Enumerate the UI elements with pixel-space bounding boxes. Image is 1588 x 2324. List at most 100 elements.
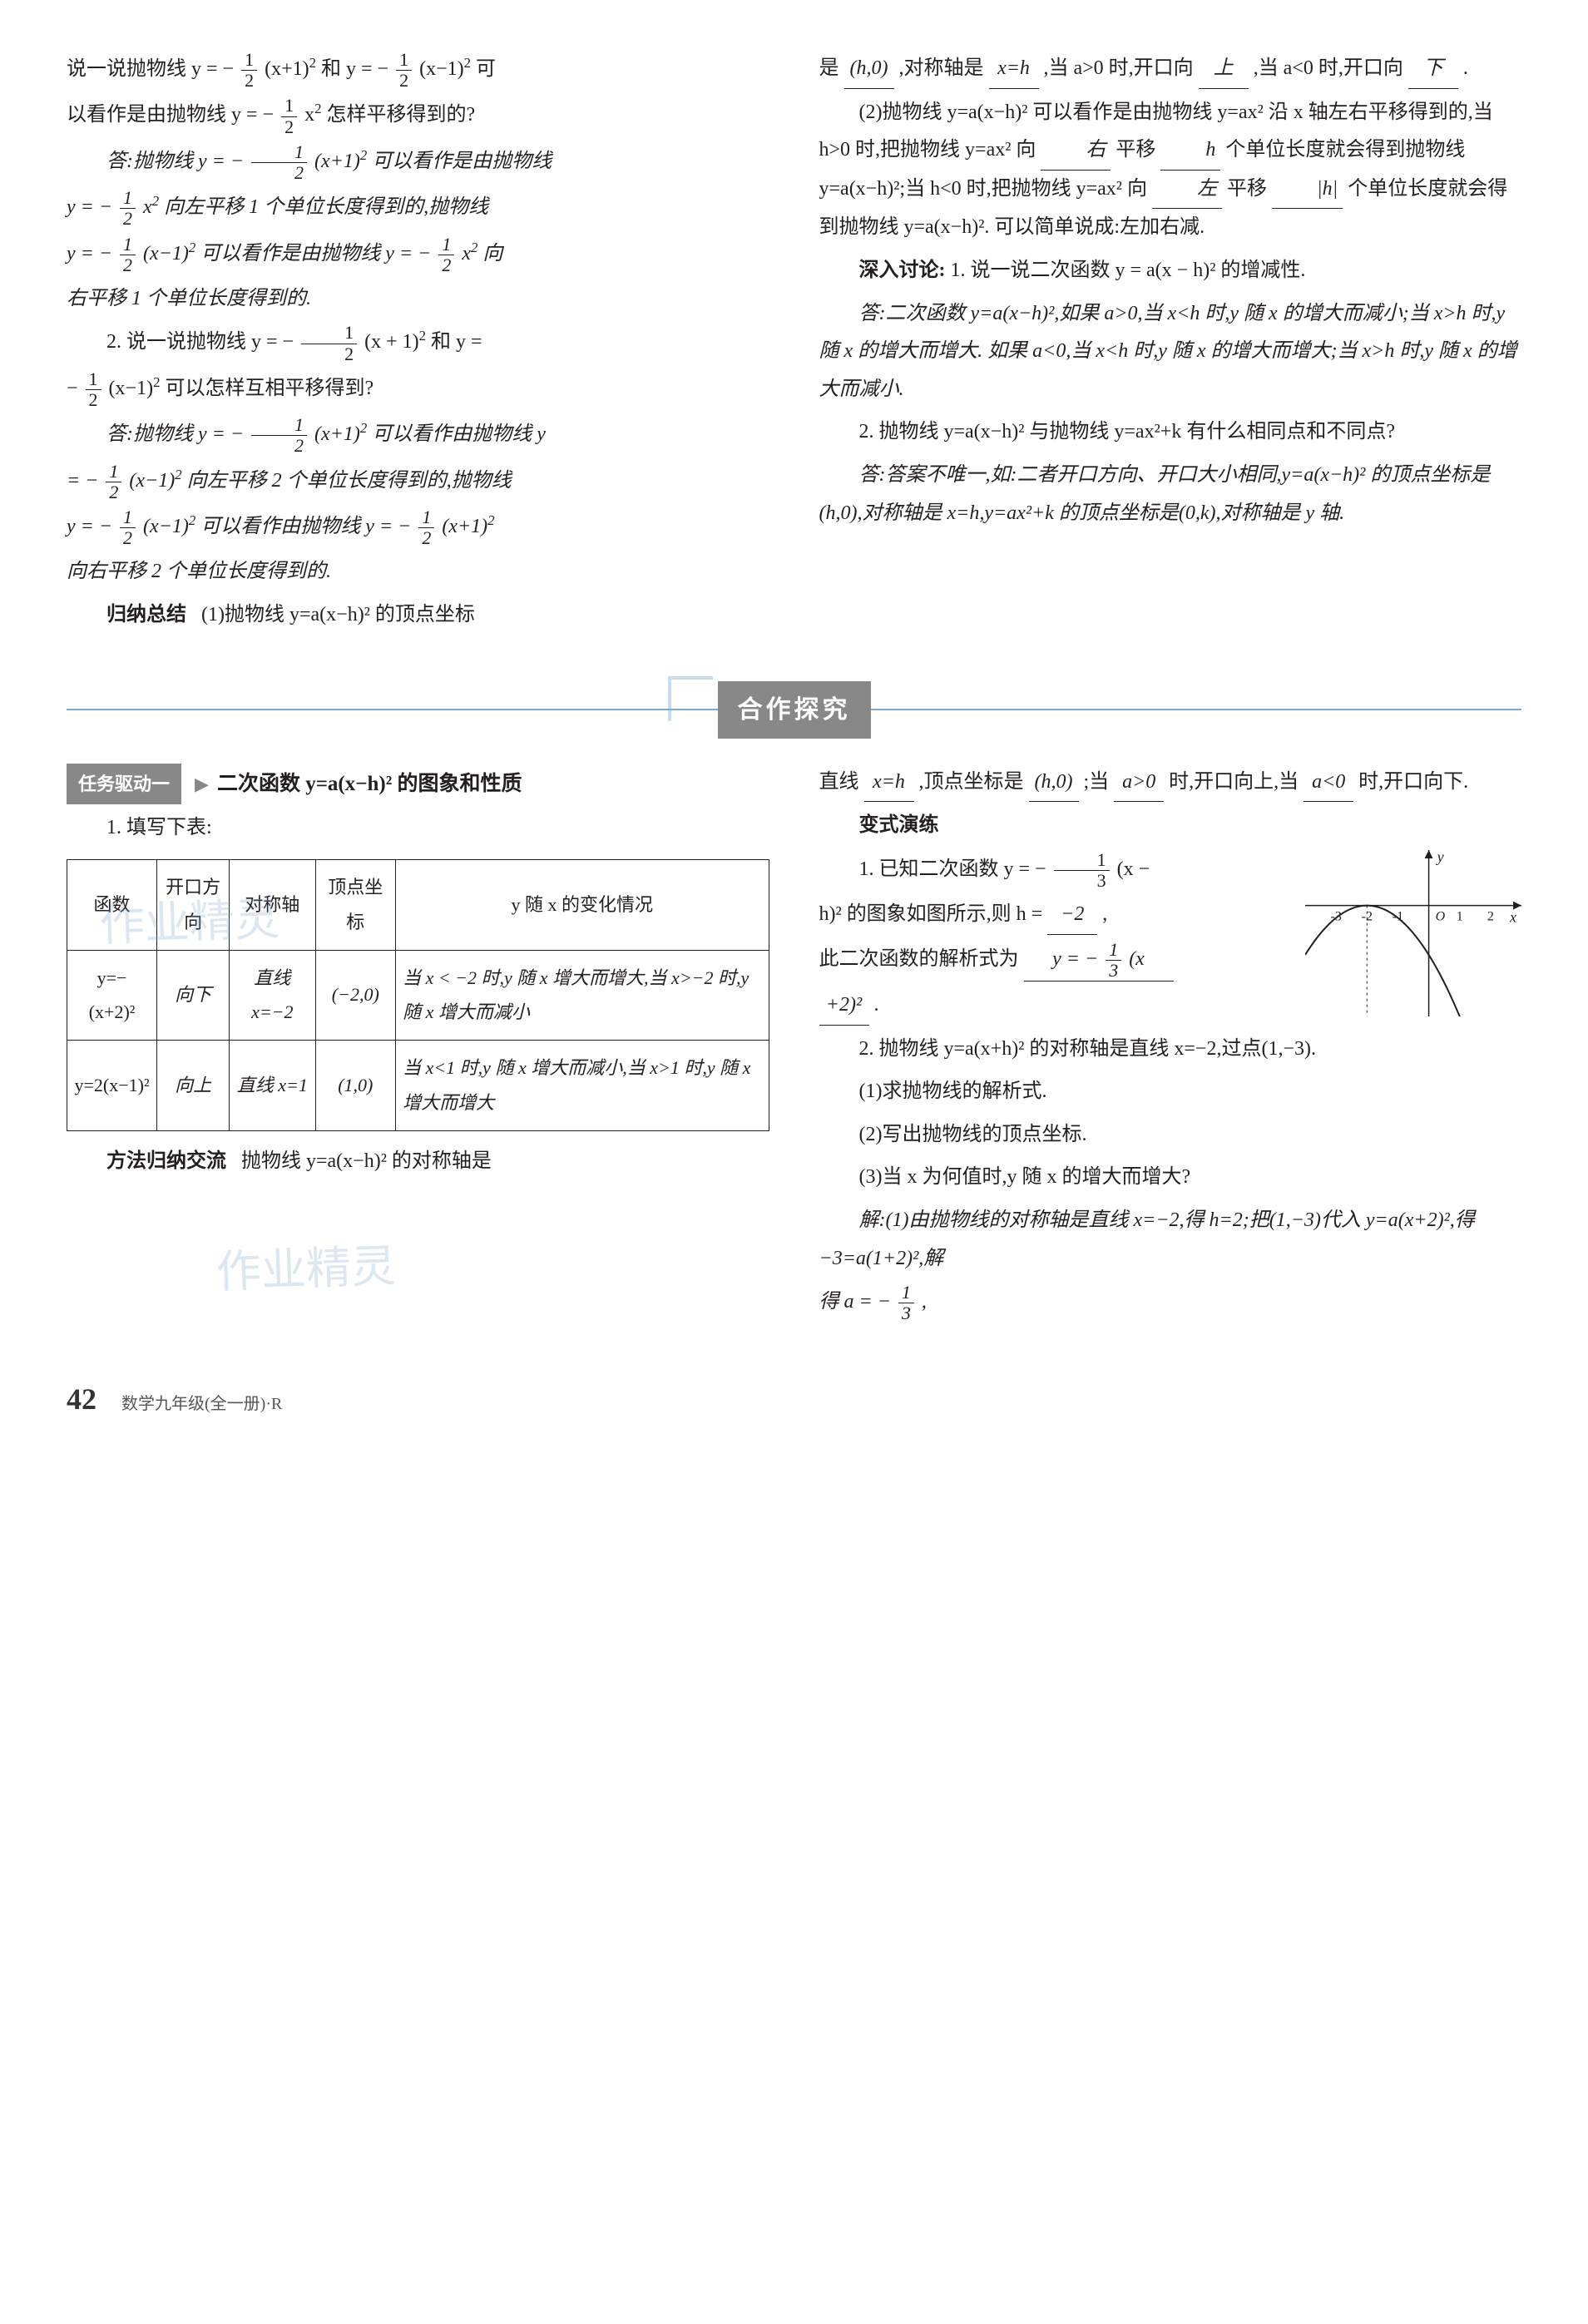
blank-xh: x=h [989,50,1039,89]
t: (x−1) [419,58,464,80]
banner-line-left [67,709,718,710]
frac-third-2: 13 [1106,940,1121,981]
book-title: 数学九年级(全一册)·R [121,1388,282,1420]
frac-half-1: 12 [241,50,257,91]
section-banner: 合作探究 [67,681,1521,739]
summary-label: 归纳总结 [106,604,186,626]
v2-3: (3)当 x 为何值时,y 随 x 的增大而增大? [819,1159,1522,1197]
cell: 向下 [157,950,230,1041]
th-dir: 开口方向 [157,859,230,950]
cell: 向上 [157,1041,230,1131]
cell: 直线 x=−2 [230,950,315,1041]
th-axis: 对称轴 [230,859,315,950]
table-row: y=2(x−1)² 向上 直线 x=1 (1,0) 当 x<1 时,y 随 x … [67,1041,769,1131]
cell: y=−(x+2)² [67,950,157,1041]
blank-h0: (h,0) [844,50,894,89]
t: 答:抛物线 y = − [106,423,244,445]
cell: (1,0) [315,1041,396,1131]
svg-text:2: 2 [1487,909,1494,923]
deep-label: 深入讨论: [859,260,946,281]
task-title: 二次函数 y=a(x−h)² 的图象和性质 [217,773,522,795]
blank-minus2: −2 [1047,896,1097,935]
t: , [1102,903,1107,925]
t: ;当 [1084,771,1110,793]
q2d: − 12 (x−1)2 可以怎样互相平移得到? [67,369,769,410]
frac: 12 [438,235,454,275]
t: 向 [482,243,502,265]
blank-expr-cont: +2)² [819,986,869,1026]
cell: (−2,0) [315,950,396,1041]
t: 以看作是由抛物线 y = − [67,105,274,126]
t: 1. 已知二次函数 y = − [859,858,1046,880]
t: x [304,105,314,126]
t: 得 a = − [819,1291,891,1313]
t: (x−1) [129,470,175,492]
t: 可以怎样互相平移得到? [165,378,374,399]
t: x [143,196,152,218]
variant-label: 变式演练 [819,807,1522,845]
ans1: 答:抛物线 y = − 12 (x+1)2 可以看作是由抛物线 [67,142,769,183]
frac-third-3: 13 [898,1283,914,1323]
t: ,对称轴是 [899,57,984,79]
frac: 12 [86,369,101,410]
t: . [874,994,879,1016]
t: = − [67,470,98,492]
top-left-col: 说一说抛物线 y = − 12 (x+1)2 和 y = − 12 (x−1)2… [67,50,769,640]
t: 直线 [819,771,859,793]
summary-text: (1)抛物线 y=a(x−h)² 的顶点坐标 [201,604,475,626]
t: ,顶点坐标是 [919,771,1024,793]
blank-expr: y = − 13 (x [1024,940,1174,982]
svg-text:x: x [1509,908,1516,925]
q2ans1: 答:抛物线 y = − 12 (x+1)2 可以看作由抛物线 y [67,415,769,456]
r-p2: (2)抛物线 y=a(x−h)² 可以看作是由抛物线 y=ax² 沿 x 轴左右… [819,94,1522,247]
frac-half-3: 12 [281,96,297,136]
v2-sol-a: 解:(1)由抛物线的对称轴是直线 x=−2,得 h=2;把(1,−3)代入 y=… [819,1202,1522,1278]
blank-ag0: a>0 [1114,764,1164,803]
deep1-ans: 答:二次函数 y=a(x−h)²,如果 a>0,当 x<h 时,y 随 x 的增… [819,295,1522,409]
task-header: 任务驱动一 ▶ 二次函数 y=a(x−h)² 的图象和性质 [67,764,769,805]
frac: 12 [301,323,357,363]
top-section: 说一说抛物线 y = − 12 (x+1)2 和 y = − 12 (x−1)2… [67,50,1521,640]
t: , [922,1291,927,1313]
blank-absh: |h| [1272,171,1343,210]
t: y = − [1052,948,1098,970]
t: 时,开口向下. [1358,771,1468,793]
frac: 12 [418,507,434,548]
frac: 12 [120,188,136,229]
svg-text:O: O [1436,909,1446,923]
page-footer: 42 数学九年级(全一册)·R [67,1371,1521,1427]
t: 怎样平移得到的? [326,105,475,126]
v2-2: (2)写出抛物线的顶点坐标. [819,1116,1522,1155]
method: 方法归纳交流 抛物线 y=a(x−h)² 的对称轴是 [67,1143,769,1181]
task-arrow-icon: ▶ [195,767,209,802]
t: y = − [67,516,112,537]
cell: y=2(x−1)² [67,1041,157,1131]
t: 平移 [1116,139,1155,161]
t: 向左平移 1 个单位长度得到的,抛物线 [164,196,488,218]
top-right-col: 是 (h,0) ,对称轴是 x=h ,当 a>0 时,开口向 上 ,当 a<0 … [819,50,1522,640]
t: y = − [67,196,112,218]
frac-third-1: 13 [1054,850,1110,891]
t: 时,开口向上,当 [1169,771,1299,793]
t: (x+1) [442,516,487,537]
frac: 12 [251,415,307,456]
t: ,当 a<0 时,开口向 [1254,57,1403,79]
t: 可以看作是由抛物线 y = − [200,243,431,265]
t: (x−1) [109,378,154,399]
blank-al0: a<0 [1304,764,1353,803]
blank-xh2: x=h [864,764,914,803]
frac-half-2: 12 [396,50,412,91]
t: . [1463,57,1468,79]
table-row: y=−(x+2)² 向下 直线 x=−2 (−2,0) 当 x < −2 时,y… [67,950,769,1041]
banner-line-right [871,709,1522,710]
bottom-right-col: 直线 x=h ,顶点坐标是 (h,0) ;当 a>0 时,开口向上,当 a<0 … [819,764,1522,1329]
blank-left: 左 [1152,171,1222,210]
deep1: 深入讨论: 1. 说一说二次函数 y = a(x − h)² 的增减性. [819,252,1522,290]
v2: 2. 抛物线 y=a(x+h)² 的对称轴是直线 x=−2,过点(1,−3). [819,1031,1522,1069]
br-p1: 直线 x=h ,顶点坐标是 (h,0) ;当 a>0 时,开口向上,当 a<0 … [819,764,1522,803]
svg-text:1: 1 [1457,909,1463,923]
t: (x+1) [265,58,309,80]
cell: 直线 x=1 [230,1041,315,1131]
th-vertex: 顶点坐标 [315,859,396,950]
ans2: y = − 12 x2 向左平移 1 个单位长度得到的,抛物线 [67,188,769,229]
